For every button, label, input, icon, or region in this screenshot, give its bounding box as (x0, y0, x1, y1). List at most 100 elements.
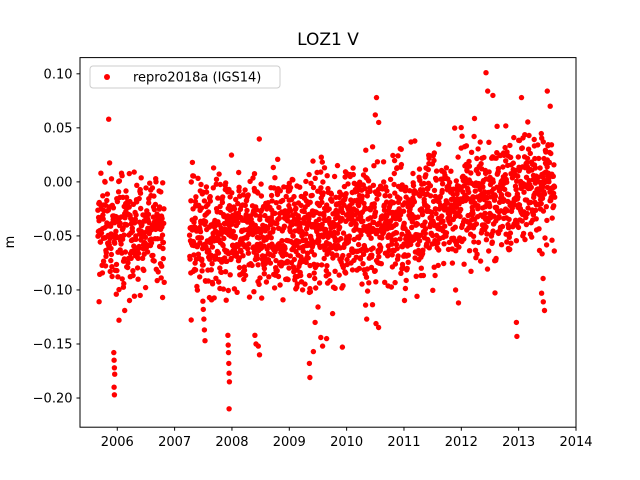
data-point (307, 374, 313, 381)
data-point (343, 270, 349, 276)
data-point (289, 221, 295, 228)
data-point (280, 297, 286, 303)
data-point (231, 206, 238, 212)
data-point (259, 295, 265, 301)
data-point (261, 271, 267, 277)
data-point (277, 282, 283, 288)
data-point (213, 176, 220, 182)
data-point (312, 319, 318, 326)
data-point (238, 248, 244, 255)
data-point (514, 178, 520, 184)
data-point (525, 146, 532, 152)
data-point (108, 176, 115, 182)
data-point (436, 141, 442, 147)
data-point (302, 281, 308, 287)
data-point (532, 155, 538, 162)
data-point (432, 206, 439, 212)
data-point (213, 275, 219, 281)
data-point (458, 206, 464, 213)
data-point (350, 165, 356, 171)
data-point (212, 222, 219, 229)
data-point (359, 193, 365, 199)
data-point (361, 200, 367, 207)
data-point (135, 250, 142, 256)
data-point (490, 92, 496, 99)
data-point (427, 183, 434, 189)
data-point (540, 299, 546, 305)
data-point (274, 268, 280, 274)
data-point (161, 206, 167, 212)
data-point (399, 231, 405, 237)
data-point (324, 263, 330, 269)
data-point (541, 191, 548, 197)
data-point (245, 192, 251, 198)
x-axis-ticks: 2006 2007 2008 2009 2010 2011 2012 2013 2014 (101, 427, 593, 450)
data-point (478, 161, 484, 167)
data-point (334, 252, 340, 258)
data-point (393, 221, 399, 227)
data-point (319, 262, 325, 268)
data-point (500, 164, 506, 170)
data-point (422, 219, 428, 225)
data-point (131, 169, 137, 175)
data-point (118, 241, 124, 247)
data-point (340, 264, 346, 271)
data-point (271, 185, 277, 191)
data-point (246, 241, 252, 247)
data-point (546, 159, 552, 166)
data-point (318, 185, 324, 191)
data-point (126, 170, 132, 177)
data-point (452, 287, 459, 293)
data-point (270, 226, 277, 232)
data-point (539, 195, 546, 201)
data-point (453, 248, 459, 254)
data-point (371, 201, 377, 207)
data-point (420, 247, 426, 253)
data-point (211, 295, 217, 301)
data-point (374, 159, 381, 165)
data-point (160, 180, 166, 186)
data-point (268, 235, 274, 241)
data-point (482, 210, 488, 216)
data-point (123, 194, 130, 201)
data-point (310, 158, 316, 164)
data-point (319, 221, 325, 227)
data-point (281, 223, 288, 229)
data-point (203, 184, 210, 190)
data-point (502, 186, 508, 193)
data-point (515, 173, 521, 179)
data-point (379, 235, 385, 241)
data-point (551, 162, 557, 168)
data-point (548, 150, 554, 157)
data-point (431, 187, 438, 194)
data-point (306, 171, 312, 178)
data-point (298, 272, 304, 279)
data-point (110, 205, 117, 211)
data-point (217, 181, 223, 188)
data-point (350, 171, 356, 178)
data-point (200, 306, 206, 313)
y-tick-label: −0.20 (33, 392, 73, 407)
data-point (318, 154, 324, 160)
data-point (271, 285, 278, 291)
x-tick-label: 2013 (502, 435, 535, 450)
data-point (190, 173, 197, 179)
data-point (132, 216, 138, 222)
data-point (515, 224, 522, 231)
data-point (159, 263, 165, 269)
data-point (403, 277, 409, 284)
data-point (330, 255, 336, 261)
data-point (216, 171, 222, 177)
data-point (225, 342, 231, 348)
data-point (375, 324, 382, 331)
data-point (257, 275, 263, 281)
data-point (226, 370, 232, 376)
data-point (486, 248, 492, 254)
data-point (266, 274, 272, 280)
data-point (301, 208, 307, 215)
data-point (222, 269, 229, 275)
data-point (367, 207, 374, 213)
data-point (245, 250, 252, 256)
data-point (441, 241, 447, 247)
data-point (334, 230, 341, 236)
